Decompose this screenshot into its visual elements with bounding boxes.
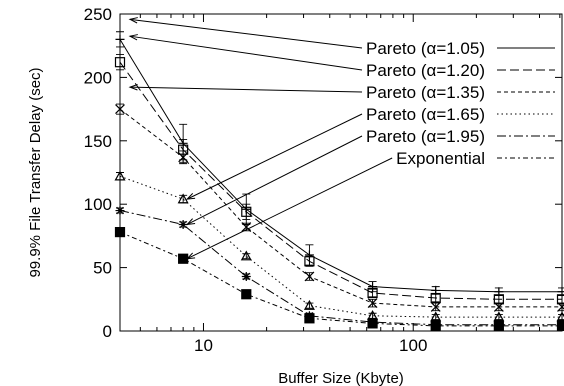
y-tick-label: 150 (84, 132, 112, 151)
data-point (241, 289, 252, 300)
data-point (430, 292, 441, 304)
y-tick-label: 50 (93, 259, 112, 278)
series-line (119, 108, 562, 308)
x-tick-label: 100 (399, 336, 427, 355)
error-bar (431, 293, 440, 303)
legend-pointer (129, 35, 363, 71)
data-point (493, 320, 504, 332)
error-bar (431, 314, 440, 321)
data-point (178, 219, 188, 229)
x-tick-label: 10 (194, 336, 213, 355)
error-bar (242, 253, 251, 260)
data-point (303, 299, 315, 310)
legend-pointer-arrowhead (128, 17, 138, 24)
x-axis-label: Buffer Size (Kbyte) (278, 370, 404, 386)
series-line (119, 175, 562, 318)
series-line (119, 61, 562, 300)
legend-pointer-arrowhead (185, 252, 196, 260)
data-point (241, 206, 252, 217)
series-3 (115, 103, 564, 312)
error-bar (305, 302, 314, 309)
legend-label: Exponential (396, 149, 485, 168)
data-point (178, 152, 189, 163)
y-tick-label: 100 (84, 195, 112, 214)
legend-label: Pareto (α=1.95) (366, 127, 485, 146)
data-point (367, 318, 378, 329)
legend-pointer (186, 157, 393, 260)
legend-pointer (186, 135, 363, 225)
data-point (430, 320, 441, 332)
legend-label: Pareto (α=1.65) (366, 105, 485, 124)
data-point (367, 287, 378, 299)
series-line (119, 39, 562, 293)
legend-pointer (186, 113, 363, 200)
error-bar (368, 288, 377, 298)
legend-pointer-arrowhead (185, 193, 196, 200)
legend-pointer-arrowhead (128, 84, 138, 91)
data-point (556, 320, 564, 332)
legend-label: Pareto (α=1.35) (366, 83, 485, 102)
data-point (304, 313, 315, 324)
legend: Pareto (α=1.05) Pareto (α=1.20) Pareto (α=… (128, 17, 555, 260)
error-bar (494, 314, 503, 321)
legend-label: Pareto (α=1.05) (366, 39, 485, 58)
data-point (177, 193, 189, 204)
legend-pointer (129, 86, 363, 93)
data-point (241, 271, 251, 281)
y-axis-label: 99.9% File Transfer Delay (sec) (27, 67, 44, 277)
legend-pointer-arrowhead (185, 218, 196, 226)
axes: 0 50 100 150 200 250 10 100 (84, 5, 562, 355)
data-point (367, 298, 378, 309)
data-point (430, 301, 441, 312)
plot-frame (119, 13, 563, 332)
data-point (240, 250, 252, 261)
y-tick-label: 0 (103, 322, 112, 341)
data-point (304, 271, 315, 282)
data-point (241, 222, 252, 232)
y-tick-label: 200 (84, 68, 112, 87)
data-point (304, 256, 315, 267)
legend-label: Pareto (α=1.20) (366, 61, 485, 80)
data-point (178, 253, 189, 264)
y-tick-label: 250 (84, 5, 112, 24)
series-line (119, 231, 562, 327)
data-point (493, 301, 504, 312)
legend-pointer (129, 18, 363, 49)
legend-pointer-arrowhead (128, 34, 138, 41)
